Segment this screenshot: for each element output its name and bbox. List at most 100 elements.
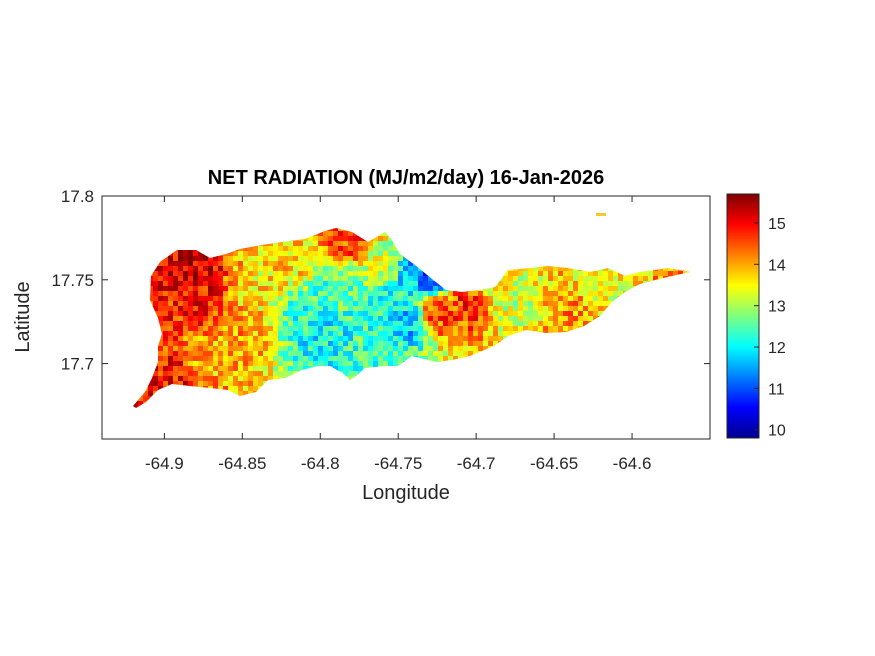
heatmap-cell: [308, 306, 314, 312]
heatmap-cell: [603, 286, 609, 292]
heatmap-cell: [328, 271, 334, 277]
heatmap-cell: [338, 281, 344, 287]
heatmap-cell: [208, 346, 214, 352]
heatmap-cell: [183, 371, 189, 377]
heatmap-cell: [338, 336, 344, 342]
heatmap-cell: [463, 351, 469, 357]
heatmap-cell: [253, 251, 259, 257]
heatmap-cell: [288, 281, 294, 287]
heatmap-cell: [248, 311, 254, 317]
heatmap-cell: [428, 286, 434, 292]
heatmap-cell: [218, 301, 224, 307]
heatmap-cell: [298, 246, 304, 252]
heatmap-cell: [613, 271, 619, 277]
heatmap-cell: [478, 291, 484, 297]
heatmap-cell: [293, 336, 299, 342]
heatmap-cell: [348, 301, 354, 307]
heatmap-cell: [213, 331, 219, 337]
heatmap-cell: [443, 296, 449, 302]
heatmap-cell: [243, 366, 249, 372]
heatmap-cell: [353, 361, 359, 367]
heatmap-cell: [293, 346, 299, 352]
heatmap-cell: [483, 341, 489, 347]
heatmap-cell: [573, 291, 579, 297]
heatmap-cell: [528, 311, 534, 317]
heatmap-cell: [338, 351, 344, 357]
heatmap-cell: [213, 266, 219, 272]
heatmap-cell: [333, 236, 339, 242]
heatmap-cell: [238, 281, 244, 287]
heatmap-cell: [288, 366, 294, 372]
heatmap-cell: [293, 306, 299, 312]
heatmap-cell: [313, 301, 319, 307]
heatmap-cell: [238, 261, 244, 267]
heatmap-cell: [183, 281, 189, 287]
heatmap-cell: [473, 326, 479, 332]
heatmap-cell: [363, 336, 369, 342]
heatmap-cell: [223, 281, 229, 287]
heatmap-cell: [563, 291, 569, 297]
heatmap-cell: [318, 326, 324, 332]
heatmap-cell: [238, 346, 244, 352]
heatmap-cell: [523, 316, 529, 322]
heatmap-cell: [358, 306, 364, 312]
heatmap-cell: [293, 326, 299, 332]
heatmap-cell: [218, 326, 224, 332]
heatmap-cell: [333, 246, 339, 252]
heatmap-cell: [293, 351, 299, 357]
heatmap-cell: [148, 281, 154, 287]
heatmap-cell: [163, 306, 169, 312]
heatmap-cell: [318, 296, 324, 302]
heatmap-cell: [178, 341, 184, 347]
heatmap-cell: [493, 326, 499, 332]
heatmap-cell: [568, 316, 574, 322]
heatmap-cell: [353, 291, 359, 297]
heatmap-cell: [493, 296, 499, 302]
plot-area: -64.9 -64.85 -64.8 -64.75 -64.7 -64.65 -64.6 1…: [51, 187, 711, 473]
heatmap-cell: [178, 296, 184, 302]
heatmap-cell: [243, 291, 249, 297]
heatmap-cell: [318, 356, 324, 362]
heatmap-cell: [163, 381, 169, 387]
heatmap-cell: [338, 256, 344, 262]
heatmap-cell: [288, 346, 294, 352]
heatmap-cell: [328, 326, 334, 332]
heatmap-cell: [348, 311, 354, 317]
heatmap-cell: [558, 296, 564, 302]
heatmap-cell: [503, 326, 509, 332]
heatmap-cell: [443, 326, 449, 332]
heatmap-cell: [203, 301, 209, 307]
heatmap-cell: [243, 351, 249, 357]
heatmap-cell: [318, 286, 324, 292]
heatmap-cell: [393, 361, 399, 367]
heatmap-cell: [523, 301, 529, 307]
heatmap-cell: [263, 311, 269, 317]
heatmap-cell: [223, 356, 229, 362]
heatmap-cell: [318, 261, 324, 267]
heatmap-cell: [208, 316, 214, 322]
heatmap-cell: [418, 276, 424, 282]
heatmap-cell: [303, 281, 309, 287]
heatmap-cell: [373, 331, 379, 337]
heatmap-cell: [508, 311, 514, 317]
heatmap-cell: [223, 256, 229, 262]
heatmap-cell: [208, 256, 214, 262]
heatmap-cell: [188, 331, 194, 337]
heatmap-cell: [268, 266, 274, 272]
heatmap-cell: [223, 326, 229, 332]
heatmap-cell: [383, 346, 389, 352]
heatmap-cell: [468, 311, 474, 317]
heatmap-cell: [348, 346, 354, 352]
heatmap-cell: [283, 356, 289, 362]
heatmap-cell: [368, 246, 374, 252]
heatmap-cell: [378, 346, 384, 352]
heatmap-cell: [338, 341, 344, 347]
heatmap-cell: [358, 241, 364, 247]
heatmap-cell: [253, 346, 259, 352]
heatmap-cell: [213, 316, 219, 322]
heatmap-cell: [183, 251, 189, 257]
heatmap-cell: [493, 321, 499, 327]
heatmap-cell: [273, 296, 279, 302]
heatmap-cell: [338, 228, 344, 232]
heatmap-cell: [558, 301, 564, 307]
